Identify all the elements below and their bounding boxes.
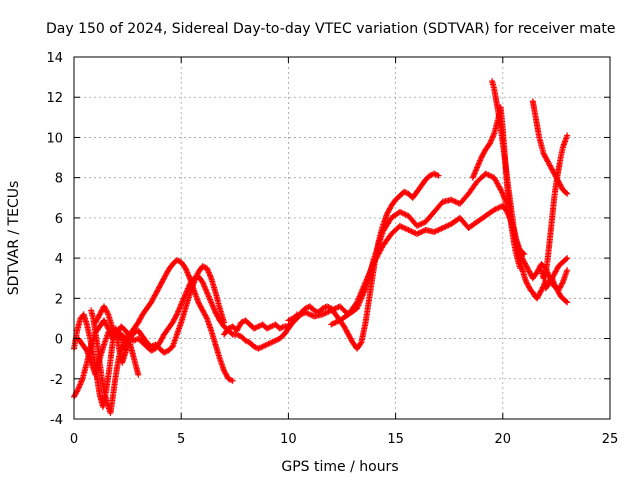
series-sat-h bbox=[328, 202, 571, 328]
series-sat-e bbox=[88, 307, 129, 416]
series-sat-l bbox=[538, 132, 571, 282]
data-point bbox=[357, 340, 364, 347]
x-tick-label: 20 bbox=[495, 432, 512, 447]
grid bbox=[74, 57, 610, 419]
x-tick-label: 15 bbox=[387, 432, 404, 447]
plot-frame bbox=[73, 56, 611, 420]
data-point bbox=[83, 346, 90, 353]
chart-title: Day 150 of 2024, Sidereal Day-to-day VTE… bbox=[46, 21, 616, 37]
data-point bbox=[135, 371, 142, 378]
series-sat-d bbox=[92, 273, 300, 354]
data-point bbox=[122, 347, 129, 354]
y-tick-label: 14 bbox=[46, 51, 63, 66]
x-axis-label: GPS time / hours bbox=[281, 459, 398, 475]
data-point bbox=[563, 189, 570, 196]
data-point bbox=[564, 255, 571, 262]
y-tick-label: 0 bbox=[55, 333, 63, 348]
data-series bbox=[71, 78, 571, 416]
data-point bbox=[563, 256, 570, 263]
data-point bbox=[432, 171, 439, 178]
data-point bbox=[564, 132, 571, 139]
axis-ticks: 0 5 10 15 20 25 -4 -2 0 2 4 6 8 10 12 14 bbox=[46, 51, 618, 447]
y-axis-label: SDTVAR / TECUs bbox=[6, 181, 22, 296]
x-tick-label: 5 bbox=[177, 432, 185, 447]
data-point bbox=[564, 267, 571, 274]
y-tick-label: 2 bbox=[55, 292, 63, 307]
y-tick-label: 6 bbox=[55, 212, 63, 227]
y-tick-label: -2 bbox=[50, 373, 63, 388]
data-point bbox=[559, 280, 566, 287]
series-sat-n bbox=[549, 275, 571, 306]
data-point bbox=[564, 299, 571, 306]
y-tick-label: 10 bbox=[46, 131, 63, 146]
series-sat-j bbox=[469, 104, 523, 272]
data-point bbox=[541, 272, 548, 279]
data-point bbox=[203, 314, 210, 321]
data-point bbox=[74, 387, 81, 394]
data-point bbox=[516, 265, 523, 272]
data-point bbox=[434, 171, 441, 178]
data-point bbox=[563, 298, 570, 305]
y-tick-label: 12 bbox=[46, 91, 63, 106]
data-point bbox=[173, 312, 180, 319]
y-tick-label: 4 bbox=[55, 252, 63, 267]
y-tick-label: -4 bbox=[50, 413, 63, 428]
data-point bbox=[435, 172, 442, 179]
data-point bbox=[104, 310, 111, 317]
x-tick-label: 0 bbox=[70, 432, 78, 447]
x-tick-label: 10 bbox=[280, 432, 297, 447]
y-tick-label: 8 bbox=[55, 172, 63, 187]
data-point bbox=[229, 377, 236, 384]
data-point bbox=[564, 190, 571, 197]
x-tick-label: 25 bbox=[602, 432, 619, 447]
